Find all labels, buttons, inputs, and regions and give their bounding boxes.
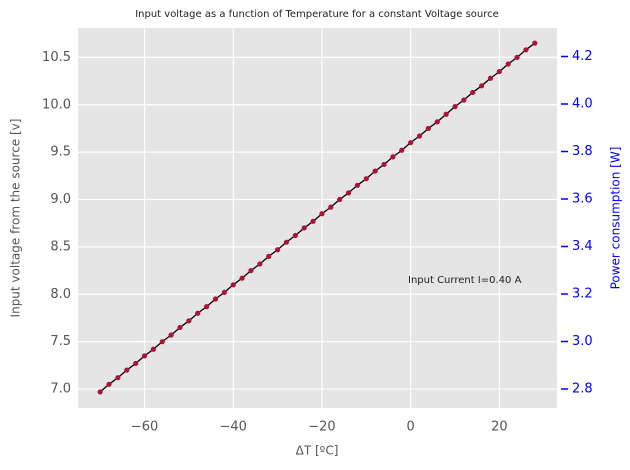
- y2-tick-label: 3.8: [572, 144, 593, 159]
- data-point: [390, 154, 396, 160]
- data-point: [461, 97, 467, 103]
- y2-tick-label: 2.8: [572, 382, 593, 397]
- data-point: [416, 133, 423, 139]
- data-point: [195, 310, 201, 316]
- data-point: [310, 218, 316, 224]
- data-point: [159, 339, 165, 345]
- data-point: [106, 381, 112, 387]
- data-point: [328, 204, 334, 210]
- data-point: [133, 360, 139, 367]
- data-point: [523, 47, 529, 53]
- y-tick-label: 8.0: [50, 287, 71, 302]
- data-point: [150, 346, 156, 352]
- data-point: [301, 225, 307, 231]
- y2-axis-label: Power consumption [W]: [609, 147, 623, 290]
- data-point: [319, 211, 325, 217]
- data-point: [141, 353, 148, 359]
- y-tick-label: 10.0: [42, 97, 71, 112]
- y2-tick-label: 3.4: [572, 239, 593, 254]
- data-point: [124, 367, 130, 373]
- data-point: [266, 253, 272, 259]
- data-point: [274, 247, 281, 253]
- data-point: [514, 54, 520, 60]
- y-tick-label: 8.5: [50, 239, 71, 254]
- data-point: [97, 389, 103, 395]
- y2-tick-label: 3.2: [572, 287, 593, 302]
- y2-tick-label: 4.2: [572, 49, 593, 64]
- data-point: [381, 161, 387, 168]
- data-point: [408, 140, 414, 146]
- data-point: [505, 61, 511, 67]
- data-point: [186, 318, 192, 324]
- y-axis-label: Input voltage from the source [v]: [9, 119, 23, 318]
- data-point: [230, 282, 236, 288]
- data-point: [345, 190, 352, 196]
- data-point: [399, 147, 405, 153]
- data-point: [363, 176, 369, 182]
- data-point: [470, 89, 476, 96]
- data-point: [248, 267, 254, 274]
- x-tick-label: 0: [406, 420, 414, 435]
- y2-tick-label: 4.0: [572, 97, 593, 112]
- data-point: [168, 332, 174, 338]
- x-tick-label: −40: [220, 420, 247, 435]
- y2-tick-label: 3.0: [572, 334, 593, 349]
- y-tick-label: 10.5: [42, 50, 71, 65]
- y2-tick-label: 3.6: [572, 192, 593, 207]
- data-point: [434, 119, 440, 125]
- x-tick-label: 20: [491, 420, 508, 435]
- data-point: [496, 68, 502, 75]
- data-point: [532, 40, 538, 46]
- data-point: [115, 375, 121, 381]
- data-point: [372, 168, 378, 174]
- data-point: [443, 111, 449, 117]
- y-tick-label: 9.5: [50, 145, 71, 160]
- annotation: Input Current I=0.40 A: [408, 275, 522, 286]
- x-tick-label: −20: [308, 420, 335, 435]
- data-point: [239, 275, 245, 281]
- data-point: [221, 289, 227, 295]
- x-axis-label: ΔT [ºC]: [296, 444, 339, 458]
- data-point: [452, 104, 458, 110]
- data-point: [292, 232, 298, 239]
- y-tick-label: 9.0: [50, 192, 71, 207]
- data-point: [425, 125, 431, 132]
- data-point: [337, 196, 343, 203]
- data-point: [204, 304, 210, 310]
- y-tick-label: 7.0: [50, 382, 71, 397]
- data-point: [212, 296, 219, 302]
- data-point: [487, 75, 494, 81]
- x-tick-label: −60: [131, 420, 158, 435]
- y-tick-label: 7.5: [50, 334, 71, 349]
- chart-title: Input voltage as a function of Temperatu…: [135, 9, 499, 20]
- data-point: [257, 261, 263, 267]
- data-point: [283, 239, 290, 245]
- data-point: [177, 324, 183, 331]
- data-point: [354, 182, 361, 188]
- data-point: [479, 83, 485, 89]
